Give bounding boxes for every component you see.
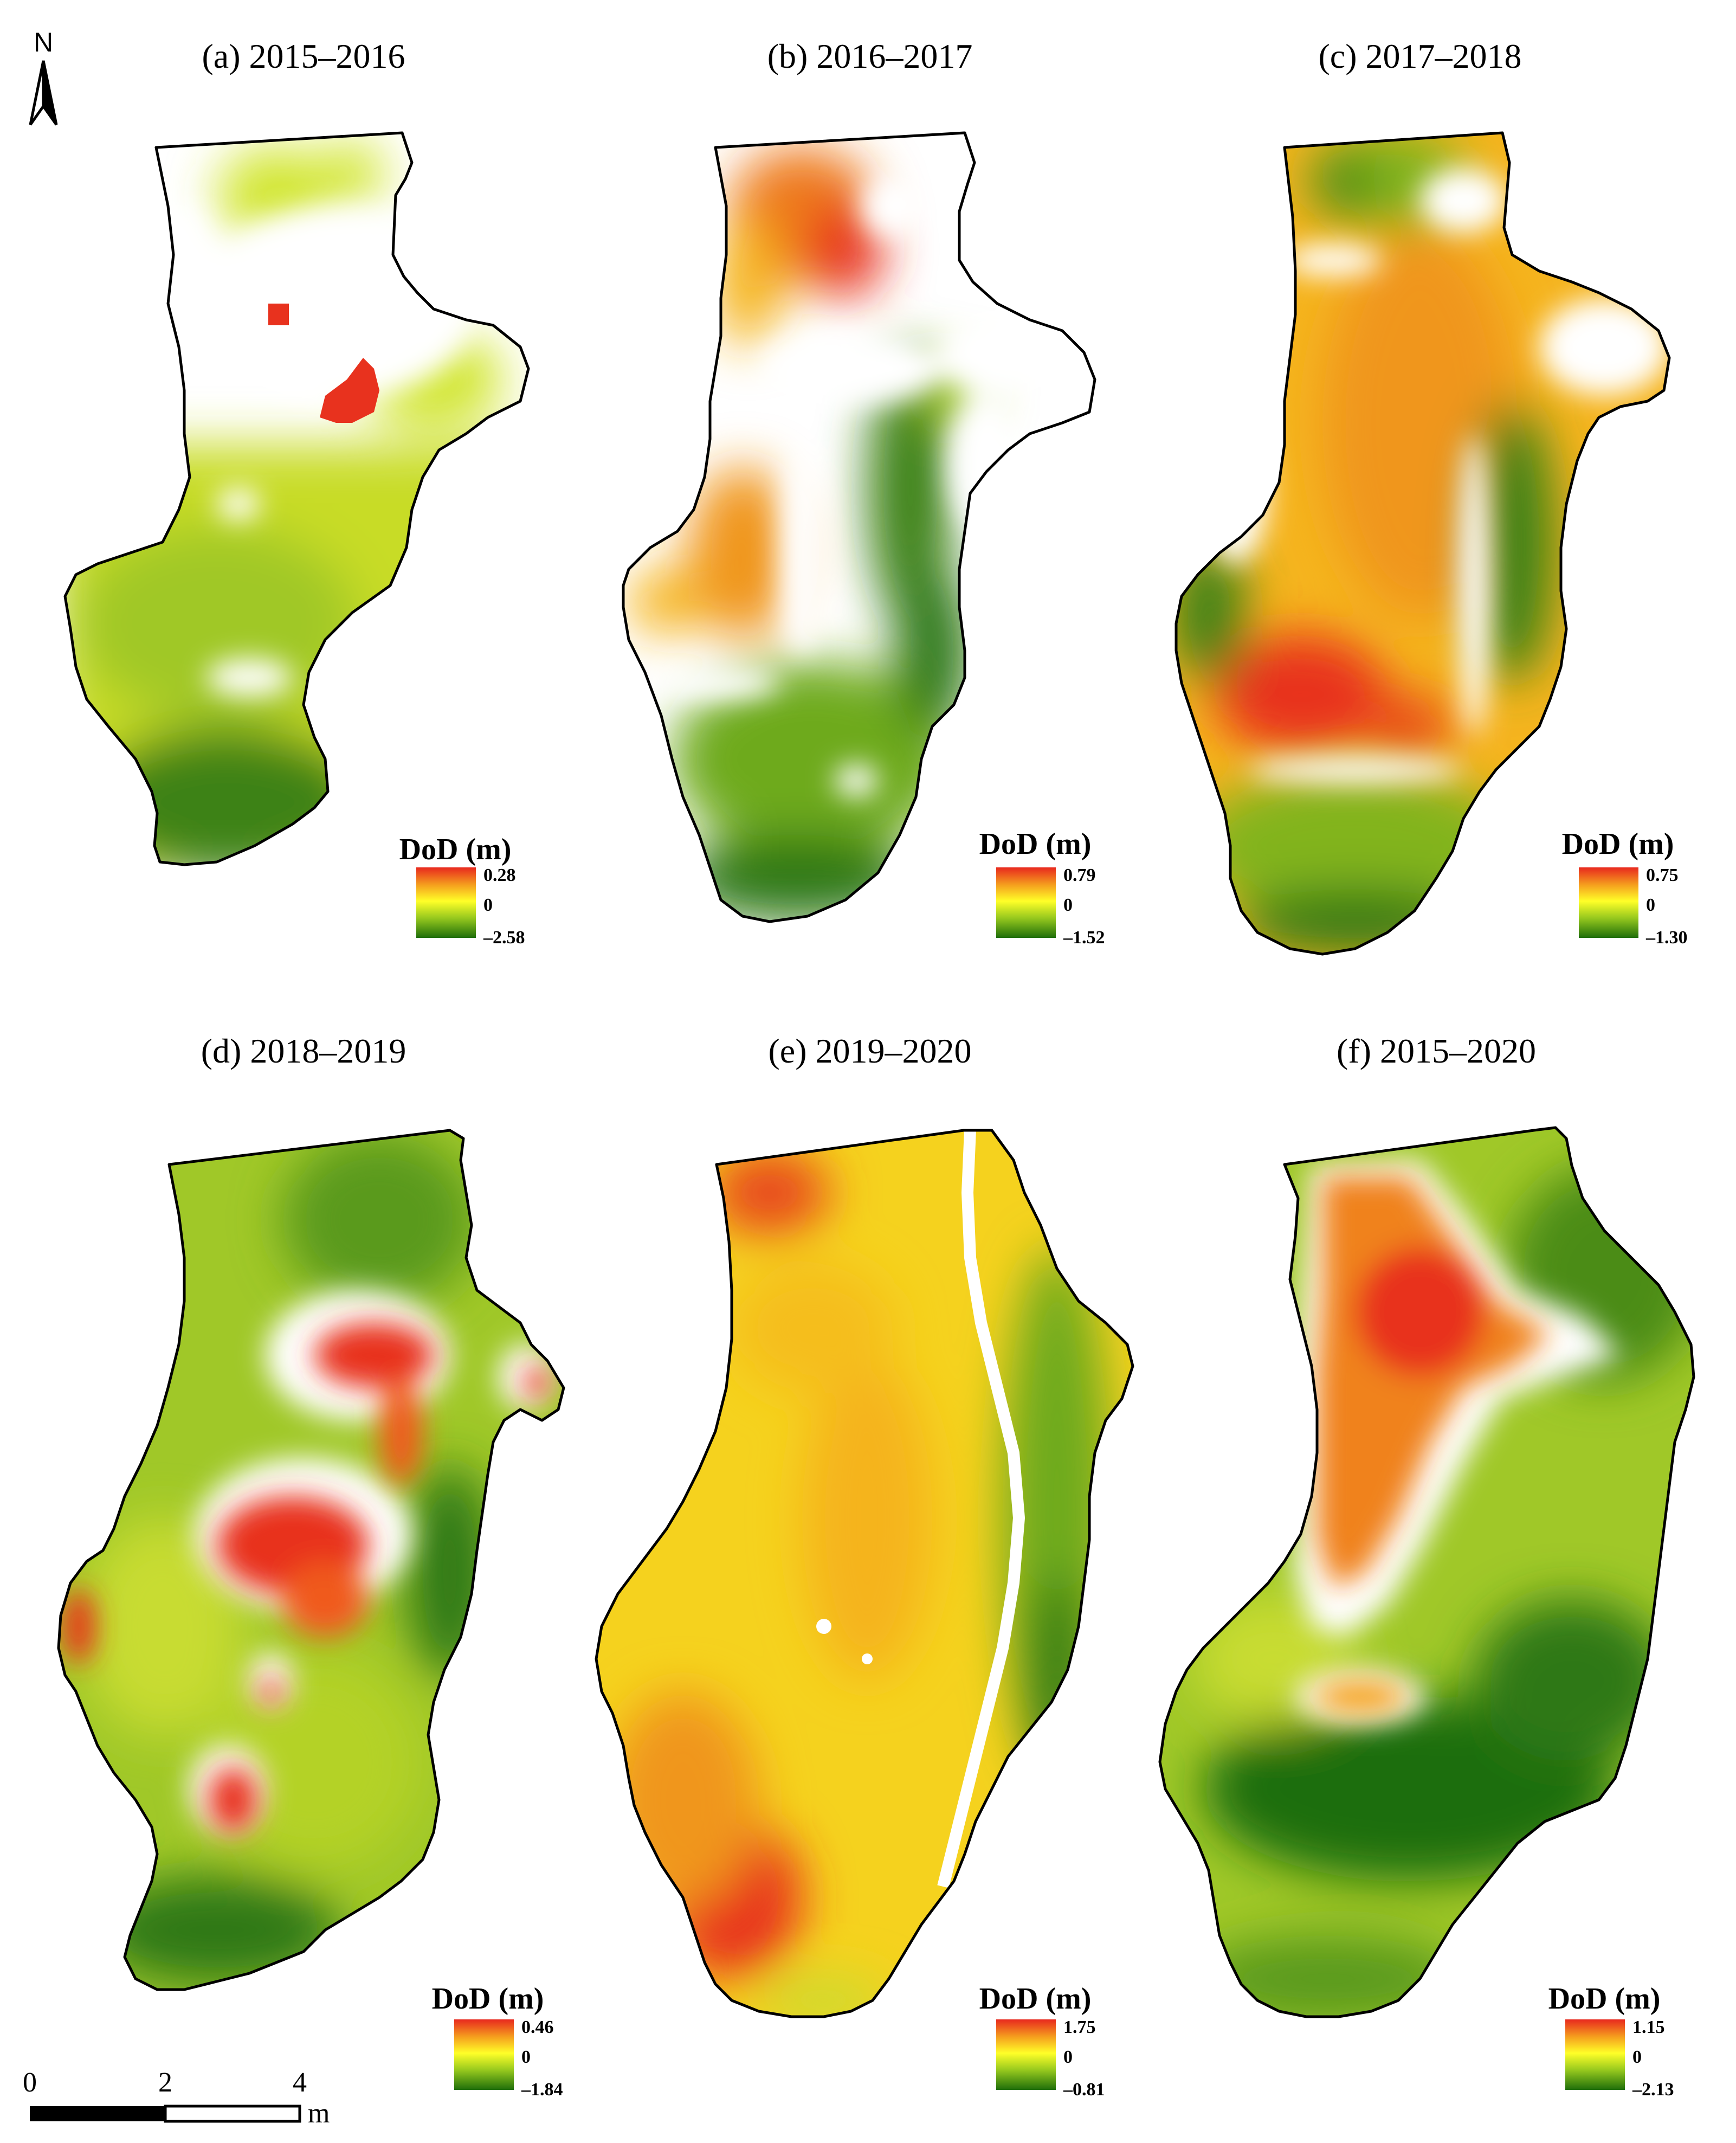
panel-a-legend-zero: 0 <box>483 895 493 915</box>
panel-f-legend-min: –2.13 <box>1632 2080 1674 2100</box>
panel-c-outline <box>1174 131 1671 956</box>
scale-segment-white <box>164 2105 301 2123</box>
panel-d-legend: DoD (m) 0.46 0 –1.84 <box>432 1982 563 2100</box>
north-arrow: N <box>29 27 58 126</box>
panel-f-outline <box>1158 1126 1695 2018</box>
panel-a-outline <box>63 131 530 866</box>
panel-b-legend-zero: 0 <box>1063 895 1073 915</box>
panel-b-legend-ramp <box>996 867 1056 938</box>
panel-e-legend-ramp <box>996 2019 1056 2090</box>
panel-f-map <box>1158 1126 1695 2018</box>
panel-c-legend-min: –1.30 <box>1645 928 1688 948</box>
panel-e-legend-max: 1.75 <box>1063 2017 1096 2037</box>
panel-a-title: (a) 2015–2016 <box>202 37 405 75</box>
panel-b-outline <box>622 131 1096 923</box>
panel-a-legend-min: –2.58 <box>483 928 525 948</box>
north-arrow-right-half <box>42 60 58 126</box>
panel-e-legend-zero: 0 <box>1063 2047 1073 2067</box>
north-arrow-label: N <box>34 27 53 57</box>
panel-d-outline <box>57 1129 565 1991</box>
panel-f-legend-zero: 0 <box>1632 2047 1642 2067</box>
panel-e-legend-title: DoD (m) <box>979 1982 1092 2016</box>
panel-d-legend-zero: 0 <box>521 2047 531 2067</box>
panel-e-legend-min: –0.81 <box>1063 2080 1105 2100</box>
panel-a-legend-max: 0.28 <box>483 865 516 885</box>
panel-b-legend-max: 0.79 <box>1063 865 1096 885</box>
panel-c-legend-max: 0.75 <box>1646 865 1679 885</box>
panel-e-map <box>595 1129 1134 2018</box>
panel-f-legend: DoD (m) 1.15 0 –2.13 <box>1548 1982 1674 2100</box>
panel-d-legend-title: DoD (m) <box>432 1982 544 2016</box>
scale-tick-2: 2 <box>158 2067 172 2098</box>
panel-a-legend: DoD (m) 0.28 0 –2.58 <box>399 833 525 948</box>
panel-c-legend: DoD (m) 0.75 0 –1.30 <box>1562 827 1688 948</box>
panel-f-title: (f) 2015–2020 <box>1337 1032 1536 1070</box>
panel-e-title: (e) 2019–2020 <box>768 1032 971 1070</box>
panel-d-legend-min: –1.84 <box>521 2080 563 2100</box>
scale-unit: m <box>308 2098 330 2129</box>
panel-b-legend-min: –1.52 <box>1063 928 1105 948</box>
panel-f-legend-title: DoD (m) <box>1548 1982 1661 2016</box>
panel-b-map <box>622 131 1096 923</box>
panel-c-legend-title: DoD (m) <box>1562 827 1674 861</box>
panel-f-legend-max: 1.15 <box>1632 2017 1665 2037</box>
panel-a-legend-title: DoD (m) <box>399 833 512 866</box>
panel-c-legend-ramp <box>1579 867 1638 938</box>
panel-d-title: (d) 2018–2019 <box>201 1032 406 1070</box>
panel-a-map <box>63 131 530 866</box>
scale-bar: 0 2 4 m <box>23 2067 330 2129</box>
north-arrow-left-half <box>29 60 45 126</box>
panel-d-legend-ramp <box>454 2019 514 2090</box>
panel-c-legend-zero: 0 <box>1646 895 1655 915</box>
panel-d-map <box>57 1129 565 1991</box>
panel-b-legend-title: DoD (m) <box>979 827 1092 861</box>
panel-b-title: (b) 2016–2017 <box>767 37 973 75</box>
panel-e-legend: DoD (m) 1.75 0 –0.81 <box>979 1982 1105 2100</box>
scale-tick-0: 0 <box>23 2067 37 2098</box>
scale-segment-black <box>30 2106 165 2121</box>
panel-e-outline <box>595 1129 1134 2018</box>
panel-a-legend-ramp <box>416 867 476 938</box>
panel-d-legend-max: 0.46 <box>521 2017 554 2037</box>
panel-b-legend: DoD (m) 0.79 0 –1.52 <box>979 827 1105 948</box>
panel-c-title: (c) 2017–2018 <box>1318 37 1521 75</box>
panel-f-legend-ramp <box>1565 2019 1625 2090</box>
scale-tick-4: 4 <box>293 2067 307 2098</box>
